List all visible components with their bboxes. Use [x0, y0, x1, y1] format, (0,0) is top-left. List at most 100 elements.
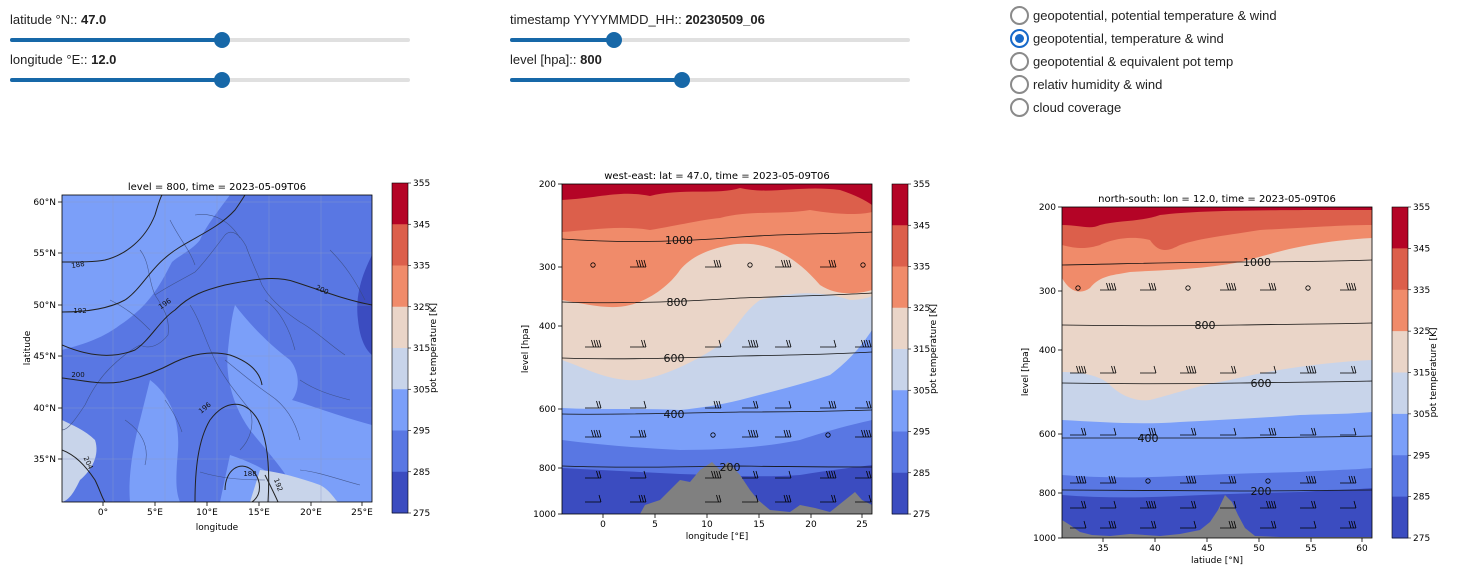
x-tick-label: 25 [856, 520, 867, 530]
level-slider-handle[interactable] [674, 72, 690, 88]
radio-option-temp-wind[interactable]: geopotential, temperature & wind [1010, 27, 1277, 50]
colorbar-segment [892, 431, 908, 474]
colorbar-segment [1392, 248, 1408, 291]
timestamp-slider[interactable] [510, 32, 910, 48]
svg-text:188: 188 [243, 470, 256, 478]
svg-text:600: 600 [1251, 377, 1272, 390]
wind-barb [1340, 282, 1357, 291]
ns-x-axis-label: latiude [°N] [1191, 556, 1243, 566]
x-tick-label: 10 [701, 520, 713, 530]
svg-text:1000: 1000 [1243, 256, 1271, 269]
latitude-slider[interactable] [10, 32, 410, 48]
y-tick-label: 800 [539, 464, 556, 474]
svg-text:200: 200 [71, 371, 84, 379]
radio-button[interactable] [1010, 6, 1029, 25]
wind-barb [1340, 427, 1357, 436]
colorbar-tick-label: 355 [1413, 203, 1430, 213]
wind-barb [820, 259, 837, 268]
wind-barb [705, 494, 722, 503]
level-slider-label: level [hpa]:: 800 [510, 52, 602, 67]
map-axes-frame [61, 194, 373, 503]
wind-barb [1260, 520, 1277, 529]
calm-wind-marker [860, 262, 866, 268]
y-tick-label: 200 [1039, 203, 1056, 213]
level-slider-group: level [hpa]:: 800 [510, 52, 910, 88]
we-contour-labels: 1000 800 600 400 200 [664, 234, 741, 474]
latitude-slider-handle[interactable] [214, 32, 230, 48]
wind-barb [742, 400, 759, 409]
wind-barb [1140, 282, 1157, 291]
colorbar-tick-label: 275 [1413, 534, 1430, 544]
radio-option-equiv-pot-temp[interactable]: geopotential & equivalent pot temp [1010, 50, 1277, 73]
wind-barb [630, 494, 647, 503]
colorbar-segment [392, 183, 408, 225]
calm-wind-marker [825, 432, 831, 438]
longitude-slider-handle[interactable] [214, 72, 230, 88]
colorbar-segment [392, 389, 408, 431]
wind-barb [1260, 427, 1277, 436]
map-plot: level = 800, time = 2023-05-09T06 [23, 179, 439, 533]
wind-barb [1070, 475, 1087, 484]
svg-text:200: 200 [720, 461, 741, 474]
y-tick-label: 300 [539, 263, 556, 273]
radio-button[interactable] [1010, 75, 1029, 94]
svg-text:800: 800 [1195, 319, 1216, 332]
map-x-axis-label: longitude [196, 523, 239, 533]
we-geopotential-contours [562, 231, 872, 468]
radio-button[interactable] [1010, 98, 1029, 117]
wind-barb [630, 429, 647, 438]
x-tick-label: 15 [753, 520, 764, 530]
wind-barb [1340, 520, 1357, 529]
svg-text:192: 192 [73, 307, 86, 315]
wind-barb [742, 494, 759, 503]
radio-option-pot-temp-wind[interactable]: geopotential, potential temperature & wi… [1010, 4, 1277, 27]
level-slider[interactable] [510, 72, 910, 88]
wind-barb [1140, 500, 1157, 509]
wind-barb [820, 339, 837, 348]
timestamp-slider-label: timestamp YYYYMMDD_HH:: 20230509_06 [510, 12, 765, 27]
wind-barb [585, 400, 602, 409]
radio-button[interactable] [1010, 52, 1029, 71]
map-plot-title: level = 800, time = 2023-05-09T06 [128, 182, 306, 193]
radio-label: relativ humidity & wind [1033, 77, 1163, 92]
colorbar-segment [392, 348, 408, 390]
timestamp-slider-group: timestamp YYYYMMDD_HH:: 20230509_06 [510, 12, 910, 48]
radio-button-selected[interactable] [1010, 29, 1029, 48]
longitude-slider-label: longitude °E:: 12.0 [10, 52, 117, 67]
wind-barb [630, 400, 647, 409]
radio-option-cloud-coverage[interactable]: cloud coverage [1010, 96, 1277, 119]
y-tick-label: 600 [1039, 430, 1056, 440]
colorbar-tick-label: 305 [413, 385, 430, 395]
wind-barb [1220, 365, 1237, 374]
radio-label: geopotential & equivalent pot temp [1033, 54, 1234, 69]
colorbar-segment [1392, 455, 1408, 498]
wind-barb [1100, 427, 1117, 436]
colorbar-tick-label: 275 [413, 509, 430, 519]
colorbar-tick-label: 305 [1413, 410, 1430, 420]
wind-barb [1140, 365, 1157, 374]
timestamp-slider-handle[interactable] [606, 32, 622, 48]
wind-barb [775, 429, 792, 438]
map-gridlines [62, 195, 372, 502]
we-y-axis-label: level [hpa] [521, 325, 531, 373]
wind-barb [630, 339, 647, 348]
wind-barb [855, 429, 872, 438]
wind-barb [1100, 520, 1117, 529]
colorbar-tick-label: 335 [1413, 286, 1430, 296]
wind-barb [1180, 427, 1197, 436]
wind-barb [775, 259, 792, 268]
calm-wind-marker [710, 432, 716, 438]
longitude-slider[interactable] [10, 72, 410, 88]
latitude-slider-label: latitude °N:: 47.0 [10, 12, 107, 27]
colorbar-tick-label: 285 [1413, 493, 1430, 503]
wind-barb [1220, 500, 1237, 509]
x-tick-label: 40 [1149, 544, 1161, 554]
wind-barb [705, 470, 722, 479]
radio-option-rel-humidity-wind[interactable]: relativ humidity & wind [1010, 73, 1277, 96]
wind-barb [742, 470, 759, 479]
colorbar-segment [1392, 372, 1408, 415]
map-y-ticks: 35°N 40°N 45°N 50°N 55°N 60°N [33, 198, 62, 465]
colorbar-segment [392, 265, 408, 308]
ns-y-ticks: 200 300 400 600 800 1000 [1033, 203, 1062, 544]
y-tick-label: 40°N [33, 404, 56, 414]
